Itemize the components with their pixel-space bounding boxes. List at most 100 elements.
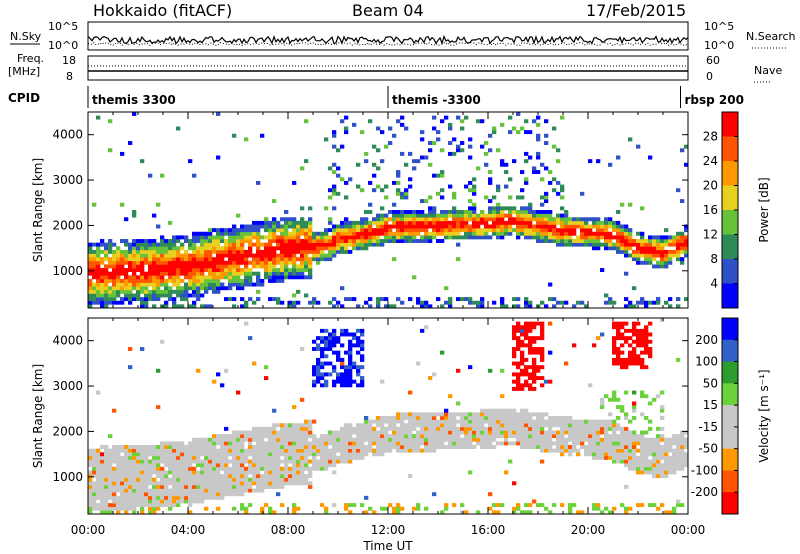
velocity-cell — [232, 466, 237, 471]
velocity-cell — [232, 437, 237, 442]
power-cell — [500, 235, 505, 240]
power-cell — [244, 275, 249, 280]
power-cell — [340, 119, 345, 124]
power-cell — [492, 300, 497, 305]
power-cell — [212, 278, 217, 283]
power-cell — [380, 224, 385, 229]
velocity-cell — [172, 477, 177, 482]
velocity-cell — [516, 365, 521, 370]
velocity-cell — [652, 463, 657, 468]
power-cell — [492, 130, 497, 135]
power-cell — [428, 141, 433, 145]
velocity-cell — [160, 474, 165, 478]
power-cell — [164, 257, 169, 262]
velocity-cell — [428, 445, 433, 449]
nave-label: Nave — [754, 64, 782, 77]
power-cell — [296, 289, 301, 294]
velocity-cell — [592, 441, 597, 446]
velocity-cell — [432, 441, 437, 446]
velocity-cell — [404, 416, 409, 420]
power-cell — [448, 231, 453, 236]
power-cell — [136, 249, 141, 254]
power-cell — [580, 242, 585, 247]
power-cell — [408, 228, 413, 233]
power-cell — [176, 268, 181, 272]
power-cell — [276, 235, 281, 240]
velocity-cell — [644, 430, 649, 435]
velocity-cell — [616, 347, 621, 351]
velocity-cell — [256, 434, 261, 439]
velocity-cell — [336, 336, 341, 341]
velocity-cell — [152, 484, 157, 489]
power-cell — [332, 191, 337, 196]
velocity-cell — [168, 463, 173, 468]
power-cell — [320, 249, 325, 254]
power-cell — [216, 286, 221, 291]
velocity-cell — [300, 455, 305, 460]
power-cell — [132, 242, 137, 247]
velocity-cell — [528, 416, 533, 420]
power-cell — [632, 286, 637, 291]
velocity-cell — [140, 459, 145, 464]
velocity-cell — [456, 426, 461, 431]
velocity-cell — [560, 441, 565, 446]
power-cell — [528, 206, 533, 211]
power-cell — [508, 210, 513, 214]
power-cell — [120, 300, 125, 305]
power-cell — [428, 210, 433, 214]
power-cell — [676, 242, 681, 247]
velocity-cell — [180, 474, 185, 478]
power-cell — [448, 141, 453, 145]
power-cell — [272, 278, 277, 283]
velocity-cell — [532, 361, 537, 366]
power-cell — [336, 228, 341, 233]
velocity-cell — [660, 318, 665, 322]
velocity-cell — [304, 481, 309, 486]
power-cell — [456, 217, 461, 222]
velocity-cell — [624, 430, 629, 435]
power-cell — [268, 268, 273, 272]
velocity-cell — [520, 350, 525, 355]
power-cell — [268, 228, 273, 233]
power-cell — [144, 260, 149, 265]
power-cell — [440, 239, 445, 243]
power-cell — [672, 253, 677, 258]
power-cell — [248, 239, 253, 243]
power-cell — [260, 220, 265, 225]
velocity-cell — [464, 445, 469, 449]
velocity-cell — [324, 455, 329, 460]
velocity-cell — [172, 466, 177, 471]
velocity-cell — [92, 492, 97, 497]
power-cell — [148, 257, 153, 262]
velocity-cell — [188, 466, 193, 471]
velocity-cell — [364, 437, 369, 442]
velocity-cell — [488, 423, 493, 428]
velocity-cell — [676, 437, 681, 442]
velocity-cell — [332, 437, 337, 442]
velocity-cell — [204, 488, 209, 493]
velocity-cell — [420, 437, 425, 442]
velocity-cell — [556, 419, 561, 424]
power-cell — [104, 264, 109, 269]
velocity-cell — [632, 328, 637, 333]
velocity-cell — [676, 434, 681, 439]
velocity-cell — [440, 423, 445, 428]
velocity-cell — [584, 452, 589, 457]
power-cell — [460, 228, 465, 233]
power-cell — [676, 304, 681, 309]
velocity-cell — [316, 368, 321, 373]
velocity-cell — [544, 506, 549, 511]
power-cell — [628, 246, 633, 251]
y-tick-label: 1000 — [52, 264, 83, 278]
power-cell — [224, 271, 229, 276]
velocity-cell — [148, 499, 153, 504]
power-cell — [464, 297, 469, 302]
power-cell — [88, 297, 93, 302]
velocity-cell — [204, 484, 209, 489]
velocity-cell — [356, 430, 361, 435]
power-cell — [228, 253, 233, 258]
power-cell — [256, 249, 261, 254]
power-cell — [216, 289, 221, 294]
velocity-cell — [152, 488, 157, 493]
power-cell — [548, 297, 553, 302]
